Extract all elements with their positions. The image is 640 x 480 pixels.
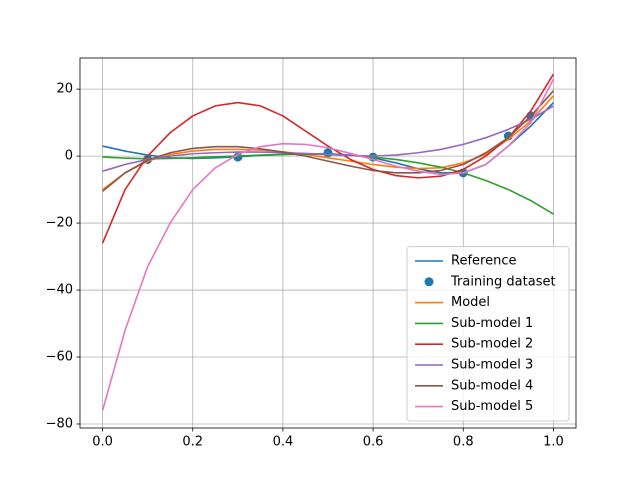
x-tick-label: 0.4 [273, 435, 294, 450]
series-line [102, 90, 555, 192]
x-tick-label: 1.0 [543, 435, 564, 450]
legend-box [406, 246, 570, 422]
y-tick-label: −20 [46, 216, 73, 231]
series-line [102, 95, 555, 191]
legend-label: Sub-model 2 [451, 337, 533, 352]
legend-label: Reference [451, 254, 516, 269]
plot-frame [79, 57, 577, 429]
legend-label: Training dataset [450, 274, 556, 289]
y-tick-label: −60 [46, 350, 73, 365]
legend-label: Sub-model 4 [451, 378, 533, 393]
x-tick-label: 0.8 [453, 435, 474, 450]
series-line [101, 73, 555, 244]
series-line [101, 78, 555, 411]
plot-area [101, 73, 555, 411]
legend-label: Sub-model 3 [451, 358, 533, 373]
x-tick-label: 0.6 [363, 435, 384, 450]
y-tick-label: 20 [56, 82, 73, 97]
y-tick-label: 0 [65, 149, 73, 164]
legend-marker [424, 277, 434, 287]
series-line [102, 153, 554, 215]
legend: Reference Training dataset Model Sub-model … [406, 246, 570, 422]
legend-label: Sub-model 5 [451, 399, 533, 414]
x-tick-label: 0.0 [92, 435, 113, 450]
legend-label: Model [451, 295, 490, 310]
series-line [102, 105, 554, 172]
legend-label: Sub-model 1 [451, 316, 533, 331]
y-tick-label: −80 [46, 416, 73, 431]
x-tick-label: 0.2 [182, 435, 203, 450]
data-point [323, 148, 333, 158]
y-tick-label: −40 [46, 283, 73, 298]
